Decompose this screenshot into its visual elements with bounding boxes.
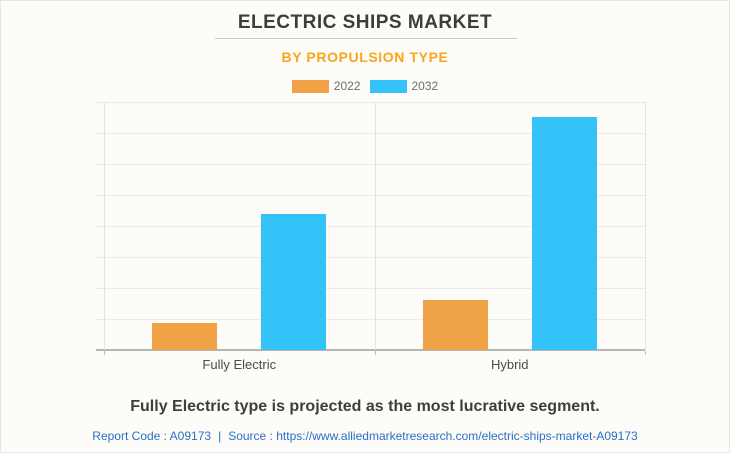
legend-label-2022: 2022: [333, 79, 361, 93]
source-link[interactable]: https://www.alliedmarketresearch.com/ele…: [276, 429, 638, 443]
note-text: Fully Electric type is projected as the …: [130, 398, 600, 415]
vertical-gridline: [104, 102, 105, 350]
gridline: [96, 288, 645, 289]
gridline: [96, 133, 645, 134]
bar-fully-electric-2022: [152, 322, 217, 350]
legend-swatch-2022: [291, 79, 329, 93]
chart-subtitle: BY PROPULSION TYPE: [281, 49, 449, 65]
category-label-hybrid: Hybrid: [490, 357, 529, 372]
x-axis-tick: [645, 351, 646, 355]
category-label-fully-electric: Fully Electric: [202, 357, 277, 372]
legend-swatch-2032: [369, 79, 407, 93]
vertical-gridline: [645, 102, 646, 350]
footer: Report Code : A09173 | Source : https://ww…: [1, 429, 729, 443]
bar-hybrid-2032: [531, 116, 597, 350]
gridline: [96, 257, 645, 258]
vertical-gridline: [374, 102, 376, 350]
source-label: Source :: [228, 429, 273, 443]
title-underline: [215, 38, 517, 39]
x-axis-baseline: [96, 349, 645, 351]
gridline: [96, 195, 645, 196]
gridline: [96, 319, 645, 320]
x-axis-tick: [104, 351, 105, 355]
legend-label-2032: 2032: [411, 79, 439, 93]
footer-separator: |: [218, 429, 222, 443]
gridline: [96, 164, 645, 165]
gridline: [96, 226, 645, 227]
report-code: Report Code : A09173: [92, 429, 212, 443]
chart-title: ELECTRIC SHIPS MARKET: [237, 12, 493, 33]
legend: 2022 2032: [1, 79, 729, 93]
x-axis-tick: [374, 351, 376, 355]
legend-item-2022: 2022: [291, 79, 361, 93]
legend-item-2032: 2032: [369, 79, 439, 93]
bar-hybrid-2022: [422, 300, 488, 350]
gridline: [96, 102, 645, 103]
bar-fully-electric-2032: [261, 213, 326, 350]
